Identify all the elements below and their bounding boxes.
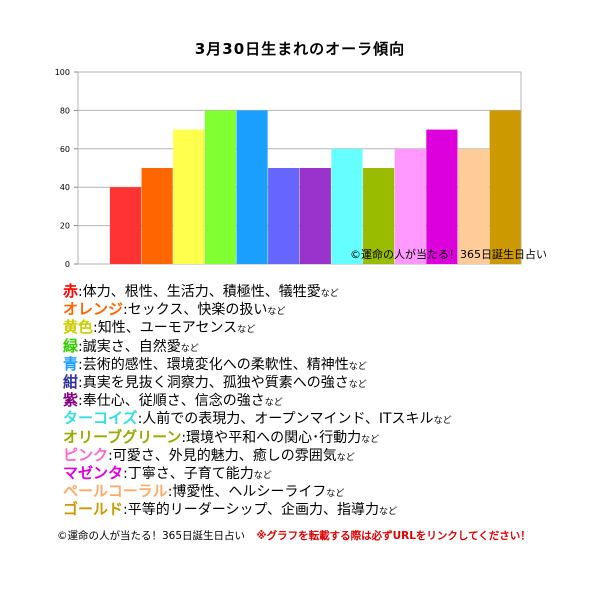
legend-item: 緑:誠実さ、自然愛など xyxy=(63,337,583,355)
bar-chart: 0 20 40 60 80 100 ©運命の人が当たる！365日誕生日占い xyxy=(55,68,547,269)
y-axis-ticks: 0 20 40 60 80 100 xyxy=(55,68,78,269)
legend-separator: : xyxy=(123,302,128,319)
legend-suffix: など xyxy=(348,379,367,390)
legend-color-name: 緑 xyxy=(63,336,79,355)
bar-7 xyxy=(299,168,331,264)
legend-description: 環境や平和への関心･行動力 xyxy=(186,429,362,446)
bar-2 xyxy=(141,168,173,264)
legend-description: セックス、快楽の扱い xyxy=(127,302,268,319)
legend-separator: : xyxy=(93,320,98,337)
legend-description: 奉仕心、従順さ、信念の強さ xyxy=(82,393,265,410)
legend-separator: : xyxy=(78,338,83,355)
legend-separator: : xyxy=(78,284,83,300)
legend-description: 真実を見抜く洞察力、孤独や質素への強さ xyxy=(82,374,349,391)
y-tick-label: 0 xyxy=(65,260,70,269)
legend-color-name: 黄色 xyxy=(63,318,94,337)
legend-description: 博愛性、ヘルシーライフ xyxy=(172,484,327,501)
legend-suffix: など xyxy=(433,416,452,427)
bars xyxy=(109,110,521,265)
legend-suffix: など xyxy=(320,289,339,299)
legend-separator: : xyxy=(108,447,113,464)
bar-13 xyxy=(489,110,521,265)
legend-separator: : xyxy=(123,502,128,519)
chart-watermark: ©運命の人が当たる！365日誕生日占い xyxy=(350,247,547,261)
legend-item: ゴールド:平等的リーダーシップ、企画力、指導力など xyxy=(63,500,583,518)
legend-separator: : xyxy=(78,374,83,391)
legend-description: 丁寧さ、子育て能力 xyxy=(127,465,254,482)
legend-color-name: ゴールド xyxy=(63,500,124,519)
legend-suffix: など xyxy=(336,452,355,463)
legend-suffix: など xyxy=(267,307,286,318)
legend-suffix: など xyxy=(348,361,367,372)
legend-description: 体力、根性、生活力、積極性、犠牲愛 xyxy=(82,284,321,300)
legend-description: 知性、ユーモアセンス xyxy=(97,320,238,337)
legend-separator: : xyxy=(137,411,143,428)
legend-item: 黄色:知性、ユーモアセンスなど xyxy=(63,318,583,336)
legend-item: ピンク:可愛さ、外見的魅力、癒しの雰囲気など xyxy=(63,446,583,464)
bar-4 xyxy=(204,110,236,265)
legend-suffix: など xyxy=(253,470,272,481)
legend-color-name: 紫 xyxy=(63,391,79,410)
legend-item: ペールコーラル:博愛性、ヘルシーライフなど xyxy=(63,482,583,500)
legend-color-name: 青 xyxy=(63,354,79,373)
y-tick-label: 60 xyxy=(60,145,70,154)
footer-credit: ©運命の人が当たる！365日誕生日占い xyxy=(57,530,246,542)
legend-item: 青:芸術的感性、環境変化への柔軟性、精神性など xyxy=(63,355,583,373)
legend-description: 芸術的感性、環境変化への柔軟性、精神性 xyxy=(82,356,349,373)
legend-separator: : xyxy=(123,465,128,482)
y-tick-label: 40 xyxy=(60,183,70,192)
legend-color-name: オレンジ xyxy=(63,300,124,319)
legend-color-name: オリーブグリーン xyxy=(63,427,182,446)
legend-suffix: など xyxy=(379,507,398,518)
legend-description: 人前での表現力、オープンマインド、ITスキル xyxy=(142,411,434,428)
bar-12 xyxy=(457,148,490,264)
legend-item: オリーブグリーン:環境や平和への関心･行動力など xyxy=(63,428,583,446)
y-tick-label: 20 xyxy=(60,222,70,231)
legend-separator: : xyxy=(78,356,83,373)
legend-description: 誠実さ、自然愛 xyxy=(82,338,181,355)
bar-8 xyxy=(331,148,363,264)
bar-1 xyxy=(109,187,142,264)
legend-item: マゼンタ:丁寧さ、子育て能力など xyxy=(63,464,583,482)
legend-color-name: ペールコーラル xyxy=(63,482,168,501)
legend-suffix: など xyxy=(237,325,256,336)
footer: ©運命の人が当たる！365日誕生日占い ※グラフを転載する際は必ずURLをリンク… xyxy=(57,528,531,543)
legend-item: 赤:体力、根性、生活力、積極性、犠牲愛など xyxy=(63,282,583,300)
bar-6 xyxy=(268,168,300,264)
bar-3 xyxy=(173,129,205,264)
legend-color-name: マゼンタ xyxy=(63,463,124,482)
y-tick-label: 100 xyxy=(55,68,70,77)
legend-item: オレンジ:セックス、快楽の扱いなど xyxy=(63,300,583,318)
color-legend: 赤:体力、根性、生活力、積極性、犠牲愛など オレンジ:セックス、快楽の扱いなど 黄色… xyxy=(63,282,583,518)
legend-separator: : xyxy=(167,484,173,501)
legend-color-name: 紺 xyxy=(63,372,79,391)
bar-11 xyxy=(426,129,458,264)
legend-item: 紫:奉仕心、従順さ、信念の強さなど xyxy=(63,391,583,409)
legend-separator: : xyxy=(181,429,187,446)
bar-10 xyxy=(394,148,426,264)
footer-note: ※グラフを転載する際は必ずURLをリンクしてください！ xyxy=(256,530,531,542)
legend-suffix: など xyxy=(264,398,283,409)
legend-suffix: など xyxy=(361,434,380,445)
legend-suffix: など xyxy=(180,343,199,354)
bar-5 xyxy=(236,110,268,265)
legend-description: 平等的リーダーシップ、企画力、指導力 xyxy=(127,502,380,519)
legend-item: ターコイズ:人前での表現力、オープンマインド、ITスキルなど xyxy=(63,409,583,427)
legend-suffix: など xyxy=(326,489,345,500)
legend-color-name: ピンク xyxy=(63,445,109,464)
legend-color-name: ターコイズ xyxy=(63,409,138,428)
legend-separator: : xyxy=(78,393,83,410)
y-tick-label: 80 xyxy=(60,106,70,115)
legend-color-name: 赤 xyxy=(63,282,79,300)
legend-item: 紺:真実を見抜く洞察力、孤独や質素への強さなど xyxy=(63,373,583,391)
legend-description: 可愛さ、外見的魅力、癒しの雰囲気 xyxy=(112,447,337,464)
bar-9 xyxy=(363,168,395,264)
chart-title: 3月30日生まれのオーラ傾向 xyxy=(194,40,406,58)
